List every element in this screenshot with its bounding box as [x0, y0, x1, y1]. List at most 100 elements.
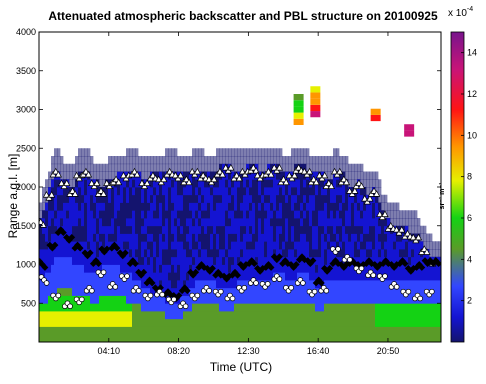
heatmap-cell	[291, 202, 295, 211]
heatmap-cell	[240, 280, 244, 289]
heatmap-cell	[345, 210, 349, 219]
heatmap-cell	[279, 334, 283, 342]
heatmap-cell	[198, 280, 202, 289]
heatmap-cell	[192, 233, 196, 242]
heatmap-cell	[315, 241, 319, 250]
heatmap-cell	[315, 311, 319, 320]
heatmap-cell	[342, 311, 346, 320]
heatmap-cell	[174, 318, 178, 327]
heatmap-cell	[216, 334, 220, 342]
pbl-triangle-marker	[290, 171, 299, 179]
heatmap-cell	[120, 202, 124, 211]
pbl-triangle-marker	[285, 171, 293, 179]
heatmap-cell	[234, 233, 238, 242]
heatmap-cell	[309, 303, 313, 312]
heatmap-column	[114, 156, 118, 342]
y-tick-label: 3500	[16, 66, 36, 76]
heatmap-cell	[126, 303, 130, 312]
heatmap-cell	[222, 225, 226, 234]
heatmap-cell	[168, 241, 172, 250]
heatmap-cell	[156, 334, 160, 342]
heatmap-cell	[384, 202, 388, 211]
heatmap-cell	[372, 249, 376, 258]
heatmap-cell	[225, 225, 229, 234]
heatmap-cell	[288, 233, 292, 242]
heatmap-cell	[351, 163, 355, 172]
heatmap-cell	[54, 194, 58, 203]
heatmap-cell	[123, 179, 127, 188]
heatmap-cell	[252, 148, 256, 157]
heatmap-cell	[201, 256, 205, 265]
heatmap-cell	[315, 171, 319, 180]
pbl-triangle-marker	[249, 163, 257, 171]
heatmap-column	[291, 148, 295, 342]
heatmap-cell	[306, 225, 310, 234]
heatmap-cell	[165, 156, 169, 165]
heatmap-cell	[417, 225, 421, 234]
heatmap-cell	[243, 148, 247, 157]
heatmap-cell	[414, 318, 418, 327]
heatmap-cell	[90, 156, 94, 165]
heatmap-column	[45, 179, 49, 342]
heatmap-cell	[363, 334, 367, 342]
heatmap-cell	[66, 334, 70, 342]
heatmap-cell	[60, 287, 64, 296]
heatmap-cell	[111, 210, 115, 219]
heatmap-cell	[159, 194, 163, 203]
heatmap-cell	[246, 148, 250, 157]
heatmap-cell	[240, 318, 244, 327]
heatmap-cell	[312, 210, 316, 219]
heatmap-cell	[225, 256, 229, 265]
heatmap-cell	[165, 264, 169, 273]
heatmap-cell	[234, 163, 238, 172]
heatmap-cell	[213, 179, 217, 188]
heatmap-cell	[198, 210, 202, 219]
heatmap-cell	[186, 156, 190, 165]
heatmap-cell	[267, 326, 271, 335]
heatmap-cell	[222, 148, 226, 157]
heatmap-cell	[159, 156, 163, 165]
heatmap-column	[270, 148, 274, 342]
pbl-triangle-marker	[325, 179, 333, 186]
heatmap-cell	[138, 187, 142, 196]
heatmap-cell	[390, 256, 394, 265]
heatmap-cell	[366, 311, 370, 320]
heatmap-cell	[300, 287, 304, 296]
heatmap-cell	[357, 233, 361, 242]
heatmap-cell	[294, 202, 298, 211]
heatmap-cell	[201, 194, 205, 203]
heatmap-cell	[201, 156, 205, 165]
heatmap-cell	[168, 218, 172, 227]
heatmap-cell	[81, 202, 85, 211]
heatmap-cell	[57, 303, 61, 312]
heatmap-cell	[39, 303, 43, 312]
heatmap-cell	[60, 171, 64, 180]
heatmap-cell	[279, 264, 283, 273]
heatmap-cell	[123, 334, 127, 342]
heatmap-column	[153, 156, 157, 342]
pbl-triangle-marker	[238, 167, 247, 175]
heatmap-column	[336, 148, 340, 342]
heatmap-cell	[219, 194, 223, 203]
heatmap-cell	[204, 194, 208, 203]
heatmap-cell	[93, 218, 97, 227]
heatmap-cell	[411, 326, 415, 335]
heatmap-cell	[72, 326, 76, 335]
heatmap-cell	[105, 233, 109, 242]
heatmap-cell	[69, 210, 73, 219]
heatmap-cell	[99, 171, 103, 180]
heatmap-cell	[165, 202, 169, 211]
heatmap-cell	[270, 326, 274, 335]
heatmap-cell	[258, 249, 262, 258]
heatmap-cell	[171, 264, 175, 273]
heatmap-cell	[435, 318, 439, 327]
pbl-triangle-marker	[306, 167, 314, 175]
heatmap-cell	[321, 187, 325, 196]
heatmap-cell	[81, 318, 85, 327]
heatmap-cell	[363, 171, 367, 180]
pbl-triangle-marker	[392, 225, 401, 233]
heatmap-cell	[369, 303, 373, 312]
heatmap-cell	[291, 179, 295, 188]
heatmap-cell	[378, 241, 382, 250]
heatmap-column	[84, 148, 88, 342]
